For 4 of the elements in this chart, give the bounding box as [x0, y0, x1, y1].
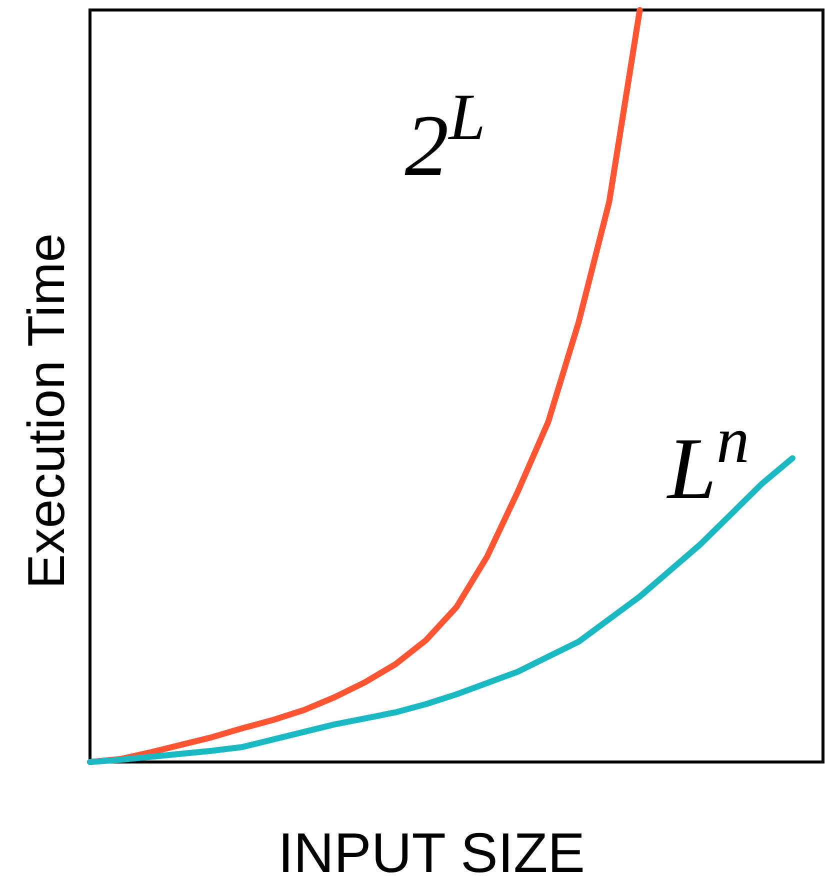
- series-label: L$^{n}$: [665, 404, 750, 518]
- y-axis-title: Execution Time: [18, 233, 76, 589]
- series-label: 2$^{L}$: [404, 80, 486, 195]
- x-axis-title: INPUT SIZE: [278, 821, 586, 877]
